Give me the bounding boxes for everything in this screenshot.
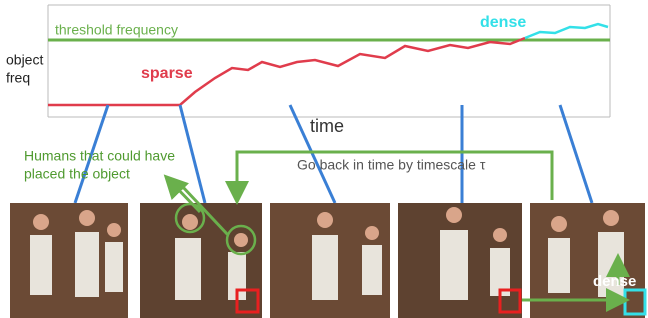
threshold-label: threshold frequency	[55, 22, 178, 38]
chart: threshold frequency dense sparse object …	[6, 5, 610, 136]
sparse-label: sparse	[141, 65, 193, 82]
dense-label: dense	[480, 14, 526, 31]
figure: threshold frequency dense sparse object …	[0, 0, 648, 318]
frequency-line	[48, 38, 525, 105]
dense-line	[525, 24, 608, 38]
dense-photo-label: dense	[593, 273, 636, 290]
humans-label: placed the object	[24, 166, 130, 182]
y-label: freq	[6, 70, 30, 86]
humans-label: Humans that could have	[24, 148, 175, 164]
x-label: time	[310, 116, 344, 136]
go-back-label: Go back in time by timescale τ	[297, 157, 486, 173]
y-label: object	[6, 52, 43, 68]
